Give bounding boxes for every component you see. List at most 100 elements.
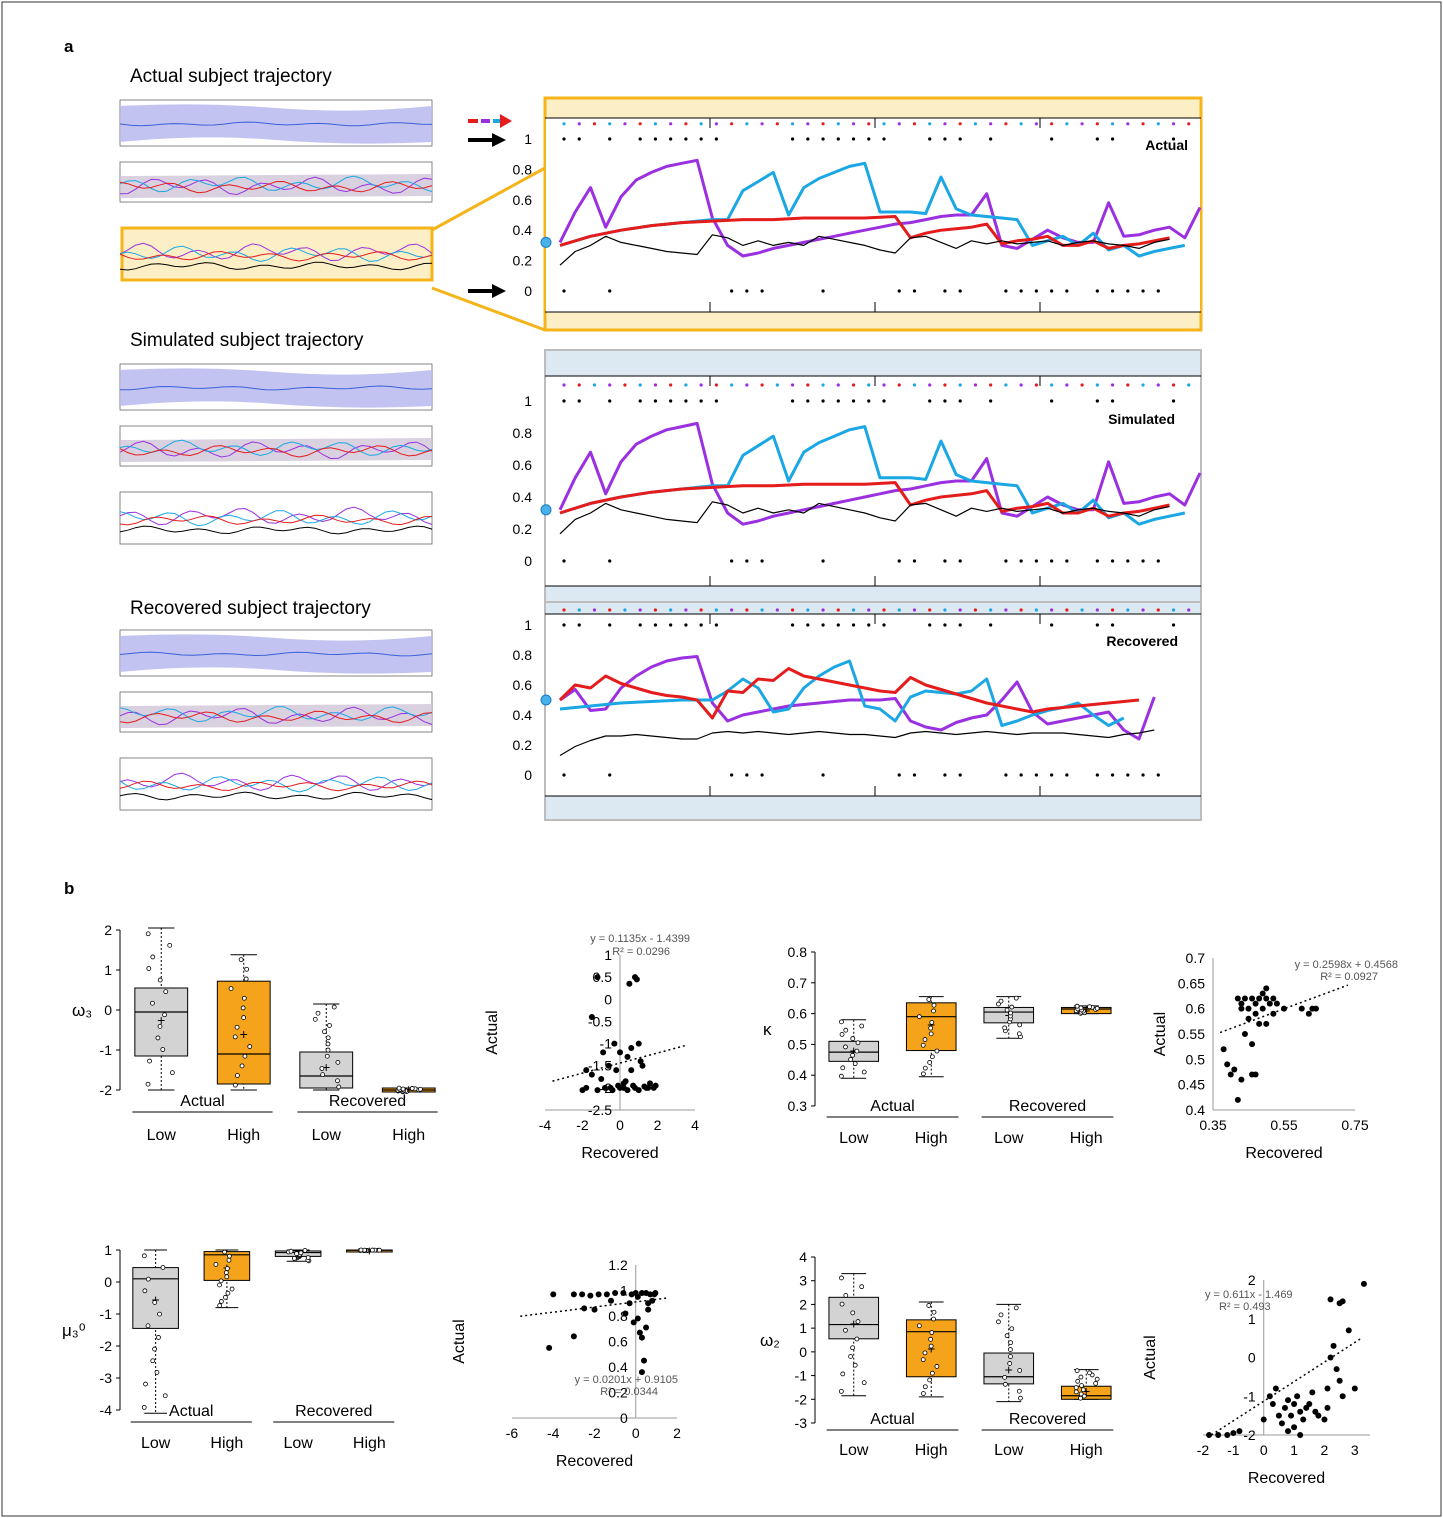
data-point	[1249, 1041, 1256, 1048]
data-point	[928, 1025, 934, 1031]
input-dot-one	[714, 623, 718, 627]
zoom-y-tick-label: 0.4	[513, 222, 533, 238]
series-purple	[559, 655, 1156, 741]
box-mu30: -4-3-2-101μ₃⁰+Low+High+Low+HighActualRec…	[62, 1242, 395, 1452]
input-dot-zero	[958, 773, 962, 777]
mean-marker: +	[322, 1059, 330, 1075]
thumb-line	[119, 706, 433, 723]
zoom-y-tick-label: 0.6	[513, 677, 533, 693]
data-point	[169, 1070, 175, 1076]
data-point	[612, 1290, 619, 1297]
data-point	[1004, 1007, 1010, 1013]
input-colour-dot	[806, 608, 810, 612]
input-dot-zero	[1050, 289, 1054, 293]
data-point	[1270, 995, 1277, 1002]
thumb-line	[119, 780, 433, 792]
data-point	[331, 1004, 337, 1010]
data-point	[636, 1329, 643, 1336]
series-cyan	[559, 659, 1125, 727]
input-colour-dot	[973, 608, 978, 612]
zoom-y-tick-label: 0.2	[513, 737, 533, 753]
input-colour-dot	[608, 122, 612, 126]
input-colour-dot	[699, 383, 703, 387]
input-colour-dot	[1095, 608, 1099, 612]
zoom-y-tick-label: 0.2	[513, 253, 533, 269]
data-point	[1288, 1412, 1295, 1419]
thumb-line	[119, 510, 433, 527]
input-colour-dot	[1110, 608, 1115, 612]
data-point	[358, 1247, 364, 1253]
data-point	[620, 1290, 627, 1297]
input-dot-one	[608, 623, 612, 627]
data-point	[598, 1076, 605, 1082]
input-colour-dot	[1019, 608, 1023, 612]
input-colour-dot	[1171, 122, 1176, 126]
input-dot-zero	[1065, 289, 1069, 293]
input-colour-dot	[1034, 608, 1038, 612]
data-point	[335, 1059, 341, 1065]
input-dot-zero	[1126, 773, 1130, 777]
data-point	[1018, 1395, 1023, 1401]
panel-b-label: b	[64, 879, 74, 898]
group-caption-actual: Actual	[870, 1411, 914, 1428]
data-point	[843, 1293, 849, 1298]
input-colour-dot	[912, 608, 917, 612]
input-dot-zero	[1156, 559, 1160, 563]
input-colour-dot	[1156, 383, 1160, 387]
input-dot-one	[577, 137, 581, 141]
thumb-line	[119, 651, 433, 657]
data-point	[852, 1362, 858, 1368]
input-dot-zero	[608, 559, 612, 563]
data-point	[1074, 1368, 1080, 1374]
data-point	[996, 1319, 1001, 1325]
zoom-y-tick-label: 0.6	[513, 457, 533, 473]
input-dot-one	[562, 137, 566, 141]
data-point	[934, 1048, 940, 1054]
data-point	[1073, 1385, 1079, 1391]
input-colour-dot	[790, 383, 795, 387]
data-point	[927, 1377, 933, 1383]
thumb-line	[119, 514, 433, 526]
input-colour-dot	[928, 122, 932, 126]
data-point	[227, 1253, 232, 1259]
input-dot-one	[1110, 137, 1115, 141]
input-colour-dot	[1156, 122, 1160, 126]
data-point	[855, 1040, 861, 1046]
x-tick-label: -2	[576, 1117, 589, 1133]
data-point	[928, 1343, 934, 1349]
y-tick-label: -2	[795, 1391, 808, 1407]
input-dot-one	[1110, 399, 1115, 403]
input-colour-dot	[653, 608, 658, 612]
thumb-line	[119, 121, 433, 127]
input-dot-one	[867, 399, 871, 403]
mean-marker: +	[850, 1315, 858, 1331]
data-point	[1078, 1005, 1084, 1011]
trend-equation: y = 0.611x - 1.469	[1205, 1289, 1293, 1301]
data-point	[591, 1306, 598, 1313]
input-dot-one	[1050, 623, 1054, 627]
data-point	[241, 995, 247, 1001]
data-point	[1007, 1347, 1013, 1352]
input-colour-dot	[577, 383, 581, 387]
thumb-line	[119, 261, 433, 271]
input-colour-dot	[851, 383, 856, 387]
data-point	[152, 1300, 158, 1305]
data-point	[1312, 1408, 1319, 1415]
data-point	[850, 1036, 856, 1041]
input-dot-zero	[821, 559, 825, 563]
data-point	[145, 931, 151, 937]
data-point	[570, 1333, 577, 1340]
input-colour-dot	[928, 383, 932, 387]
input-dot-one	[638, 623, 642, 627]
input-dot-one	[958, 399, 962, 403]
data-point	[928, 1031, 934, 1037]
data-point	[843, 1327, 848, 1333]
data-point	[1013, 1305, 1019, 1311]
x-tick-label: -6	[506, 1425, 519, 1441]
input-colour-dot	[1156, 608, 1160, 612]
data-point	[1324, 1404, 1331, 1411]
data-point	[145, 1276, 151, 1282]
data-point	[1016, 1031, 1022, 1037]
data-point	[336, 1084, 342, 1090]
data-point	[1224, 1061, 1231, 1068]
